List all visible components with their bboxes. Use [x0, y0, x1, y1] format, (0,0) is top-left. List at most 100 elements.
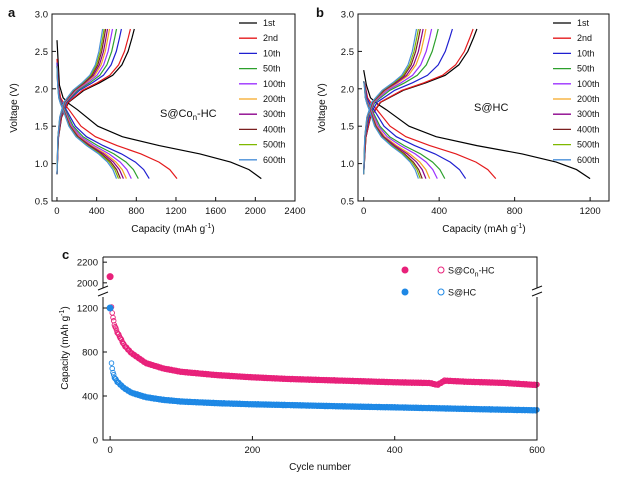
panel-b-legend-label-1st: 1st [577, 18, 590, 28]
panel-a-x-tick-label: 2000 [245, 206, 266, 217]
panel-b-curves [363, 28, 591, 180]
panel-letter-c: c [62, 247, 69, 262]
panel-b-legend-label-2nd: 2nd [577, 33, 592, 43]
panel-a-y-tick-label: 3.0 [35, 10, 48, 21]
panel-a-axes: 0 400 800 1200 1600 2000 2400 0.5 1.0 1.5 2.0 2.5 3.… [35, 10, 306, 218]
panel-a-frame [51, 13, 296, 202]
panel-b-x-tick-label: 400 [431, 206, 447, 217]
panel-c-y-title: Capacity (mAh g-1) [59, 306, 71, 390]
panel-a-y-title: Voltage (V) [9, 83, 20, 132]
panel-a-y-tick-label: 1.5 [35, 122, 48, 133]
panel-a-discharge-curve-2nd [56, 58, 178, 179]
panel-letter-a: a [8, 5, 16, 20]
panel-c-axis-break-left [97, 285, 109, 297]
panel-c-legend-filled-s-hc [401, 288, 409, 296]
panel-b-axes: 0 400 800 1200 0.5 1.0 1.5 2.0 2.5 3.0 [341, 10, 601, 218]
panel-a-x-tick-label: 1200 [165, 206, 186, 217]
panel-a-sample-tail: -HC [197, 108, 217, 120]
panel-c-legend-open-sco-hc [437, 266, 445, 274]
panel-b-frame [357, 13, 610, 202]
panel-c-y-tick-label: 400 [82, 392, 98, 403]
panel-b-y-tick-label: 0.5 [341, 197, 354, 208]
panel-a-discharge-curve-600th [56, 66, 118, 179]
panel-c-y-title-sup: -1 [59, 309, 66, 315]
panel-b-x-tick-label: 1200 [580, 206, 601, 217]
panel-a-y-tick-label: 1.0 [35, 159, 48, 170]
panel-b-y-tick-label: 3.0 [341, 10, 354, 21]
panel-a-discharge-curve-1st [56, 40, 262, 180]
panel-c-frame [102, 256, 538, 441]
panel-b-legend-label-300th: 300th [577, 109, 600, 119]
panel-a-x-title: Capacity (mAh g-1) [131, 223, 215, 235]
panel-c-x-title: Cycle number [289, 462, 351, 473]
panel-a-x-tick-label: 0 [54, 206, 59, 217]
panel-b-legend-label-400th: 400th [577, 124, 600, 134]
panel-b-x-tick-label: 800 [507, 206, 523, 217]
panel-a-x-tick-label: 1600 [205, 206, 226, 217]
panel-c-point-sco-hc [110, 314, 116, 321]
panel-a-sample-sub: n [193, 113, 197, 122]
panel-b-discharge-curve-1st [363, 69, 591, 180]
panel-a-curves [56, 28, 262, 180]
panel-a-legend-label-50th: 50th [263, 64, 281, 74]
panel-a-x-title-tail: ) [211, 224, 214, 235]
panel-c-legend-tail-sco-hc: -HC [479, 266, 495, 276]
panel-b-legend-label-10th: 10th [577, 48, 595, 58]
panel-b-legend-label-50th: 50th [577, 64, 595, 74]
panel-c-x-tick-label: 600 [529, 445, 545, 456]
panel-a-legend-label-600th: 600th [263, 155, 286, 165]
panel-c-y-tick-label: 0 [93, 436, 98, 447]
panel-c-point-sco-hc [113, 327, 120, 333]
panel-c-x-tick-label: 0 [107, 445, 112, 456]
panel-a-legend-label-200th: 200th [263, 94, 286, 104]
panel-a-y-tick-label: 2.0 [35, 84, 48, 95]
panel-b-x-title-sup: -1 [516, 223, 522, 230]
panel-a-legend-label-400th: 400th [263, 124, 286, 134]
panel-c-y-tick-label: 800 [82, 348, 98, 359]
panel-a-charge-curve-600th [56, 28, 104, 175]
panel-a-legend-label-1st: 1st [263, 18, 276, 28]
panel-b-x-title-text: Capacity (mAh g [442, 224, 516, 235]
panel-c-legend-sub-sco-hc: n [475, 272, 479, 279]
panel-a-sample-name: S@Co [160, 108, 193, 120]
panel-b-y-tick-label: 1.0 [341, 159, 354, 170]
panel-b-charge-curve-10th [363, 28, 453, 175]
panel-a-chart: 0 400 800 1200 1600 2000 2400 0.5 1.0 1.5 2.0 2.5 3.… [9, 10, 306, 236]
panel-c-point-s-hc [108, 360, 115, 366]
panel-c-legend-name-sco-hc: S@Co [448, 266, 475, 276]
panel-c-legend: S@Con-HC S@HC [401, 266, 495, 298]
panel-a-x-title-sup: -1 [205, 223, 211, 230]
panel-a-legend-label-300th: 300th [263, 109, 286, 119]
panel-b-legend-label-600th: 600th [577, 155, 600, 165]
panel-a-sample-label: S@Con-HC [160, 108, 217, 122]
panel-b-chart: 0 400 800 1200 0.5 1.0 1.5 2.0 2.5 3.0 1st 2nd 10th… [317, 10, 610, 235]
panel-c-legend-label-sco-hc: S@Con-HC [448, 266, 495, 279]
panel-b-legend: 1st 2nd 10th 50th 100th 200th 300th 400th 500th 6… [553, 18, 600, 165]
panel-letter-b: b [316, 5, 324, 20]
panel-c-point-sco-hc [118, 335, 124, 342]
panel-a-x-tick-label: 800 [128, 206, 144, 217]
panel-b-x-title: Capacity (mAh g-1) [442, 223, 526, 235]
panel-b-x-tick-label: 0 [361, 206, 366, 217]
panel-b-x-title-tail: ) [522, 224, 525, 235]
panel-a-legend-label-2nd: 2nd [263, 33, 278, 43]
panel-b-charge-curve-2nd [363, 28, 474, 175]
panel-b-legend-label-100th: 100th [577, 79, 600, 89]
panel-a-y-tick-label: 2.5 [35, 47, 48, 58]
panel-c-legend-label-s-hc: S@HC [448, 288, 477, 298]
panel-c-point-sco-hc [112, 324, 118, 330]
panel-b-discharge-curve-100th [363, 81, 438, 179]
panel-c-x-tick-label: 400 [387, 445, 403, 456]
panel-c-point-s-hc [532, 408, 539, 414]
panel-c-axes: 0 200 400 600 0 400 800 1200 2000 2200 [77, 258, 545, 456]
panel-c-y-title-tail: ) [60, 306, 71, 309]
panel-b-sample-label: S@HC [474, 102, 508, 114]
panel-b-y-tick-label: 2.5 [341, 47, 354, 58]
panel-a-legend-label-500th: 500th [263, 140, 286, 150]
panel-a-x-title-text: Capacity (mAh g [131, 224, 205, 235]
panel-c-first-point-sco-hc [106, 273, 114, 281]
panel-c-legend-open-s-hc [437, 288, 445, 296]
panel-b-legend-label-200th: 200th [577, 94, 600, 104]
